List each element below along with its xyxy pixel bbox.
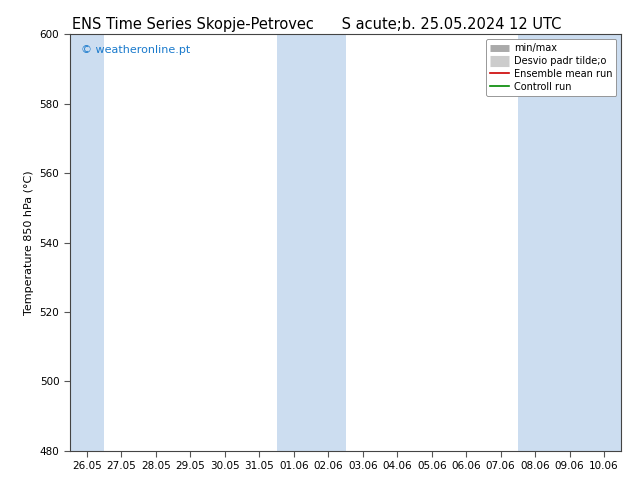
- Legend: min/max, Desvio padr tilde;o, Ensemble mean run, Controll run: min/max, Desvio padr tilde;o, Ensemble m…: [486, 39, 616, 96]
- Bar: [276, 34, 311, 451]
- Bar: [587, 34, 621, 451]
- Bar: [70, 34, 104, 451]
- Y-axis label: Temperature 850 hPa (°C): Temperature 850 hPa (°C): [24, 170, 34, 315]
- Text: ENS Time Series Skopje-Petrovec      S acute;b. 25.05.2024 12 UTC: ENS Time Series Skopje-Petrovec S acute;…: [72, 17, 562, 32]
- Bar: [311, 34, 346, 451]
- Bar: [552, 34, 587, 451]
- Text: © weatheronline.pt: © weatheronline.pt: [81, 45, 190, 55]
- Bar: [518, 34, 552, 451]
